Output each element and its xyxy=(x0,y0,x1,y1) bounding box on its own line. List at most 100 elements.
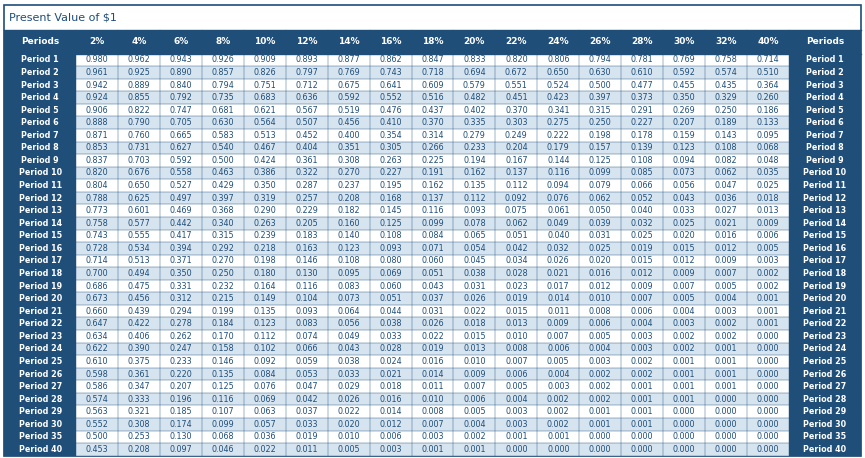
Text: 0.000: 0.000 xyxy=(757,382,779,391)
Bar xyxy=(4,418,76,431)
Text: 0.942: 0.942 xyxy=(86,81,108,89)
Bar xyxy=(4,242,76,255)
Bar xyxy=(412,104,453,116)
Bar xyxy=(160,167,202,179)
Text: 0.686: 0.686 xyxy=(86,282,108,290)
Bar xyxy=(118,355,160,368)
Text: 0.322: 0.322 xyxy=(295,169,318,177)
Bar xyxy=(412,54,453,66)
Text: 0.000: 0.000 xyxy=(757,407,779,416)
Text: 0.227: 0.227 xyxy=(379,169,402,177)
Text: 0.925: 0.925 xyxy=(127,68,151,77)
Text: 0.400: 0.400 xyxy=(337,131,360,140)
Bar xyxy=(705,104,747,116)
Bar xyxy=(76,242,118,255)
Text: Period 16: Period 16 xyxy=(19,244,61,253)
Bar xyxy=(328,154,369,167)
Bar xyxy=(747,443,789,456)
Text: 0.610: 0.610 xyxy=(631,68,653,77)
Bar xyxy=(4,179,76,192)
Text: 0.269: 0.269 xyxy=(673,106,695,114)
Text: 0.909: 0.909 xyxy=(253,55,276,65)
Bar xyxy=(663,129,705,142)
Bar xyxy=(244,418,285,431)
Text: 0.926: 0.926 xyxy=(211,55,234,65)
Bar xyxy=(369,267,412,280)
Bar xyxy=(118,116,160,129)
Text: 0.610: 0.610 xyxy=(86,357,108,366)
Bar xyxy=(789,242,861,255)
Bar xyxy=(580,167,621,179)
Text: 0.351: 0.351 xyxy=(337,143,360,153)
Bar xyxy=(285,167,328,179)
Bar xyxy=(244,267,285,280)
Bar xyxy=(705,142,747,154)
Text: 0.676: 0.676 xyxy=(128,169,151,177)
Bar xyxy=(580,343,621,355)
Bar xyxy=(4,229,76,242)
Text: 0.021: 0.021 xyxy=(379,370,402,378)
Bar xyxy=(328,54,369,66)
Text: 0.758: 0.758 xyxy=(714,55,737,65)
Text: 0.071: 0.071 xyxy=(421,244,444,253)
Bar xyxy=(369,330,412,343)
Text: 0.340: 0.340 xyxy=(212,219,234,228)
Text: 0.574: 0.574 xyxy=(86,395,108,403)
Bar xyxy=(580,255,621,267)
Text: 12%: 12% xyxy=(296,37,317,46)
Text: Period 3: Period 3 xyxy=(806,81,843,89)
Text: 0.143: 0.143 xyxy=(714,131,737,140)
Bar xyxy=(747,368,789,380)
Text: 0.469: 0.469 xyxy=(170,206,192,215)
Bar xyxy=(705,380,747,393)
Bar xyxy=(580,66,621,79)
Text: 0.196: 0.196 xyxy=(170,395,192,403)
Bar xyxy=(747,393,789,405)
Bar xyxy=(747,179,789,192)
Bar xyxy=(537,292,580,305)
Bar xyxy=(789,142,861,154)
Text: 0.005: 0.005 xyxy=(505,382,528,391)
Text: 0.636: 0.636 xyxy=(296,93,318,102)
Bar xyxy=(369,355,412,368)
Text: 0.009: 0.009 xyxy=(547,319,569,328)
Text: 0.020: 0.020 xyxy=(589,256,612,266)
Text: Period 15: Period 15 xyxy=(19,231,61,240)
Bar xyxy=(244,179,285,192)
Bar xyxy=(621,368,663,380)
Bar xyxy=(160,330,202,343)
Bar xyxy=(160,91,202,104)
Text: 0.025: 0.025 xyxy=(757,181,779,190)
Text: 0.002: 0.002 xyxy=(589,382,612,391)
Bar xyxy=(580,79,621,91)
Text: 0.028: 0.028 xyxy=(379,344,402,354)
Bar xyxy=(118,280,160,292)
Text: Period 23: Period 23 xyxy=(804,332,847,341)
Text: 0.022: 0.022 xyxy=(421,332,444,341)
Bar xyxy=(453,343,496,355)
Bar xyxy=(118,242,160,255)
Text: 0.500: 0.500 xyxy=(589,81,612,89)
Bar xyxy=(537,30,580,54)
Text: 0.222: 0.222 xyxy=(547,131,570,140)
Bar xyxy=(789,129,861,142)
Text: 0.009: 0.009 xyxy=(673,269,695,278)
Bar xyxy=(663,54,705,66)
Bar xyxy=(4,443,76,456)
Text: 0.146: 0.146 xyxy=(296,256,318,266)
Bar xyxy=(705,192,747,204)
Bar xyxy=(537,343,580,355)
Text: 0.068: 0.068 xyxy=(757,143,779,153)
Bar xyxy=(4,317,76,330)
Text: 0.135: 0.135 xyxy=(212,370,234,378)
Bar xyxy=(160,104,202,116)
Text: 0.007: 0.007 xyxy=(547,332,569,341)
Text: 0.406: 0.406 xyxy=(128,332,151,341)
Bar xyxy=(621,66,663,79)
Text: 0.006: 0.006 xyxy=(631,307,653,316)
Bar xyxy=(244,343,285,355)
Bar xyxy=(496,116,537,129)
Bar xyxy=(328,242,369,255)
Bar xyxy=(412,79,453,91)
Bar xyxy=(537,393,580,405)
